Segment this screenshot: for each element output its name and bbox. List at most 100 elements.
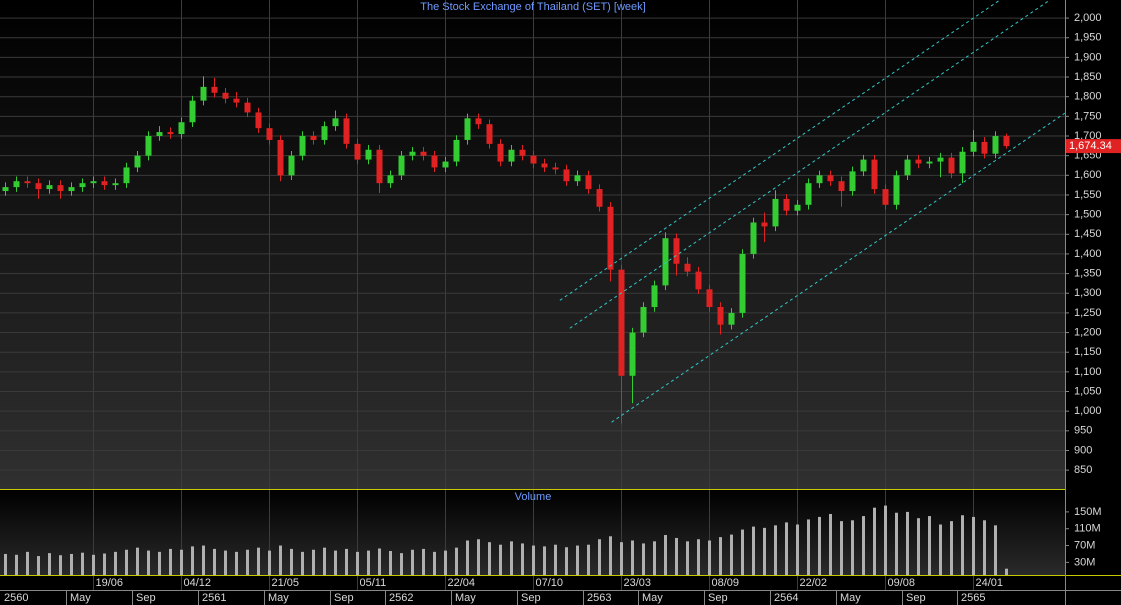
candle-body <box>695 271 702 290</box>
y-tick-label: 2,000 <box>1074 12 1102 24</box>
volume-bar <box>224 550 227 575</box>
marks <box>2 76 1010 575</box>
candle-body <box>68 187 75 192</box>
candle-body <box>607 206 614 270</box>
candle-body <box>585 175 592 190</box>
last-price-box <box>1066 139 1121 154</box>
volume-bar <box>301 551 304 575</box>
candle-body <box>673 238 680 264</box>
trend-line <box>569 0 1051 329</box>
candle-body <box>739 253 746 313</box>
candle-body <box>519 149 526 156</box>
candle-body <box>970 141 977 152</box>
x-tick-label: 04/12 <box>184 577 212 589</box>
x-tick-label: 05/11 <box>360 577 387 589</box>
candle-body <box>981 141 988 154</box>
period-label: 2563 <box>587 592 611 604</box>
y-tick-label: 1,800 <box>1074 91 1102 103</box>
volume-bar <box>950 521 953 575</box>
volume-bar <box>719 537 722 575</box>
y-tick-label: 1,400 <box>1074 248 1102 260</box>
volume-bar <box>664 535 667 575</box>
candle-body <box>497 143 504 162</box>
volume-bar <box>818 516 821 575</box>
candle-body <box>816 175 823 184</box>
volume-bar <box>202 545 205 575</box>
volume-bar <box>895 512 898 575</box>
volume-bar <box>983 520 986 575</box>
volume-tick-label: 30M <box>1074 556 1095 568</box>
volume-bar <box>829 513 832 575</box>
volume-bar <box>37 556 40 575</box>
period-label: Sep <box>521 592 541 604</box>
candle-body <box>926 161 933 164</box>
candle-body <box>915 159 922 164</box>
candle-body <box>365 149 372 160</box>
candle-body <box>508 149 515 162</box>
candle-body <box>332 118 339 127</box>
chart-title: The Stock Exchange of Thailand (SET) [we… <box>420 1 645 13</box>
period-label: Sep <box>906 592 926 604</box>
volume-bar <box>356 551 359 575</box>
candle-body <box>596 189 603 207</box>
y-tick-label: 850 <box>1074 464 1092 476</box>
volume-bar <box>290 548 293 575</box>
candle-body <box>134 155 141 168</box>
y-tick-label: 1,100 <box>1074 366 1102 378</box>
volume-bar <box>103 553 106 575</box>
volume-bar <box>763 527 766 575</box>
volume-bar <box>565 547 568 575</box>
candle-body <box>343 118 350 144</box>
x-tick-label: 24/01 <box>976 577 1004 589</box>
volume-bar <box>466 540 469 575</box>
candle-body <box>706 289 713 308</box>
volume-bar <box>213 548 216 575</box>
volume-bar <box>741 529 744 575</box>
volume-bar <box>48 553 51 575</box>
y-tick-label: 1,250 <box>1074 307 1102 319</box>
y-tick-label: 1,350 <box>1074 267 1102 279</box>
candle-body <box>431 155 438 168</box>
volume-bar <box>587 544 590 575</box>
candle-body <box>79 183 86 188</box>
volume-bar <box>785 522 788 575</box>
trend-line <box>559 0 1001 301</box>
candle-body <box>453 139 460 162</box>
y-tick-label: 1,200 <box>1074 326 1102 338</box>
candle-body <box>717 307 724 325</box>
candle-body <box>475 118 482 125</box>
volume-bar <box>378 548 381 575</box>
volume-bar <box>686 541 689 575</box>
candle-body <box>145 136 152 156</box>
candle-body <box>376 149 383 184</box>
volume-bar <box>532 545 535 575</box>
period-label: Sep <box>708 592 728 604</box>
candle-body <box>629 332 636 376</box>
volume-bar <box>477 539 480 575</box>
y-tick-label: 1,600 <box>1074 169 1102 181</box>
volume-bar <box>323 547 326 575</box>
period-label: Sep <box>136 592 156 604</box>
x-tick-label: 09/08 <box>888 577 916 589</box>
candle-body <box>90 181 97 184</box>
volume-bar <box>499 544 502 575</box>
x-tick-label: 22/04 <box>448 577 476 589</box>
y-tick-label: 900 <box>1074 444 1092 456</box>
period-label: 2561 <box>202 592 226 604</box>
labels: 850 900 950 1,000 1,050 1,100 1,150 1,200 1,250 1… <box>4 12 1121 605</box>
volume-bar <box>389 551 392 575</box>
candle-body <box>992 136 999 154</box>
candle-body <box>420 151 427 156</box>
volume-bar <box>609 536 612 575</box>
candle-body <box>783 198 790 211</box>
y-tick-label: 1,000 <box>1074 405 1102 417</box>
volume-bar <box>543 546 546 575</box>
volume-bar <box>4 553 7 575</box>
candle-body <box>24 181 31 184</box>
candle-body <box>728 312 735 325</box>
volume-bar <box>730 534 733 575</box>
period-label: May <box>268 592 289 604</box>
candle-body <box>233 98 240 103</box>
candle-body <box>849 171 856 192</box>
